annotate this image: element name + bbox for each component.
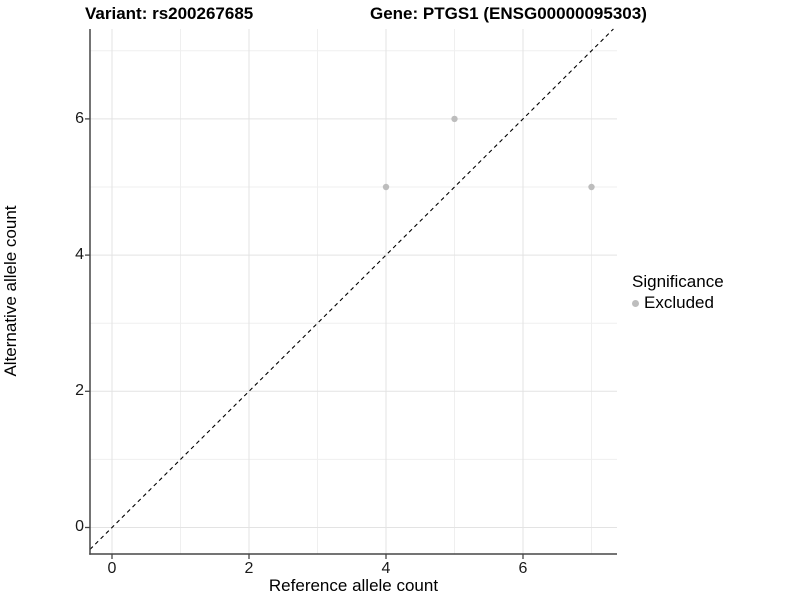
legend: Significance Excluded [632,271,724,313]
y-axis-title: Alternative allele count [1,205,20,377]
data-point [588,183,595,191]
x-tick-label-0: 0 [107,560,117,577]
gene-title: Gene: PTGS1 (ENSG00000095303) [370,4,647,23]
legend-item-excluded: Excluded [632,293,724,313]
y-tick-label-6: 6 [75,110,84,127]
legend-title: Significance [632,272,724,291]
x-axis-title: Reference allele count [268,576,439,595]
data-point [451,115,458,123]
y-tick-label-2: 2 [75,382,84,399]
y-tick-label-0: 0 [75,518,84,535]
x-tick-label-4: 4 [381,560,391,577]
excluded-point-swatch [632,299,639,307]
data-point [382,183,390,191]
variant-title: Variant: rs200267685 [85,4,254,23]
identity-line [89,28,614,550]
y-tick-label-4: 4 [75,246,84,263]
x-tick-label-6: 6 [518,560,528,577]
x-tick-label-2: 2 [244,560,254,577]
legend-item-label: Excluded [644,293,714,312]
